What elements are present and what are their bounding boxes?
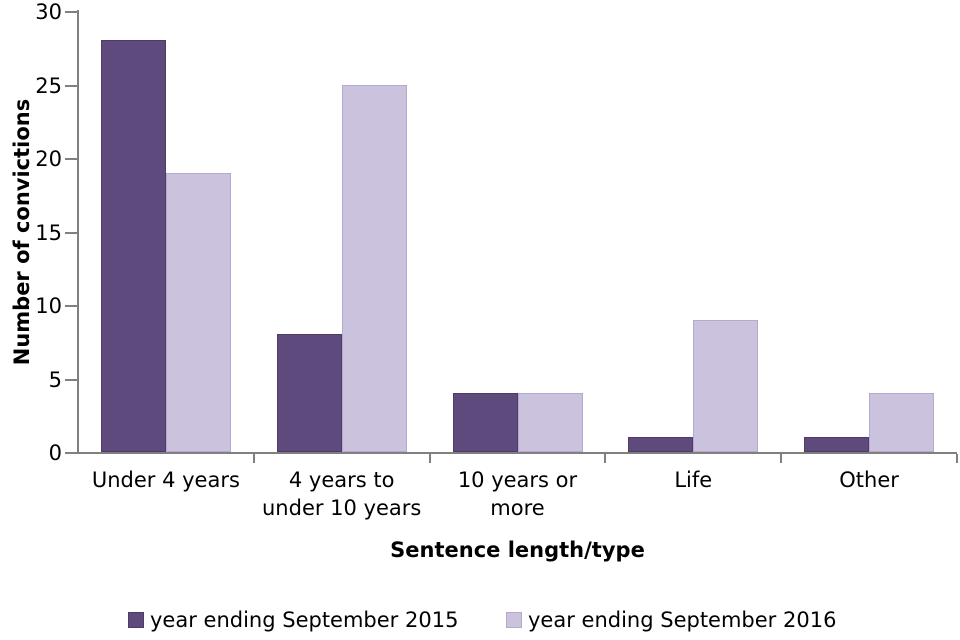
x-tick-mark [780, 454, 783, 463]
x-category-label: Other [839, 468, 899, 492]
bar-2016 [693, 319, 759, 452]
bar-2016 [869, 393, 935, 452]
y-tick-label: 5 [48, 367, 62, 392]
bar-2015 [628, 437, 694, 452]
bar-2015 [804, 437, 870, 452]
legend-swatch-2016-icon [506, 612, 522, 628]
x-category-label: 10 years or more [457, 468, 578, 520]
y-tick-mark [65, 231, 78, 234]
legend-label-2016: year ending September 2016 [528, 608, 837, 632]
x-tick-mark [428, 454, 431, 463]
x-category-label: Under 4 years [91, 468, 240, 492]
x-category-label: 4 years to under 10 years [262, 468, 422, 520]
y-tick-label: 0 [48, 441, 62, 465]
bar-2015 [276, 334, 342, 452]
bar-2016 [517, 393, 583, 452]
legend-swatch-2015-icon [128, 612, 144, 628]
y-tick-mark [65, 11, 78, 13]
x-axis-line [66, 452, 957, 454]
bar-2016 [341, 84, 407, 452]
x-category-label: Life [674, 468, 713, 492]
legend-label-2015: year ending September 2015 [150, 608, 459, 632]
x-tick-mark [604, 454, 607, 463]
legend-item-2016: year ending September 2016 [506, 606, 836, 634]
x-tick-mark [252, 454, 255, 463]
y-tick-label: 25 [35, 73, 62, 98]
y-tick-label: 10 [35, 294, 62, 318]
x-tick-mark [956, 454, 958, 463]
bar-2015 [452, 393, 518, 452]
y-tick-label: 20 [35, 147, 62, 171]
y-tick-mark [65, 305, 78, 307]
legend-item-2015: year ending September 2015 [128, 606, 458, 634]
bar-2016 [165, 172, 231, 452]
y-tick-mark [65, 378, 78, 381]
y-tick-mark [65, 158, 78, 160]
x-axis-title: Sentence length/type [390, 538, 645, 562]
y-tick-mark [65, 84, 78, 87]
y-tick-label: 30 [35, 0, 62, 24]
y-axis-line [77, 10, 79, 454]
bar-2015 [100, 40, 166, 452]
y-tick-label: 15 [35, 220, 62, 245]
